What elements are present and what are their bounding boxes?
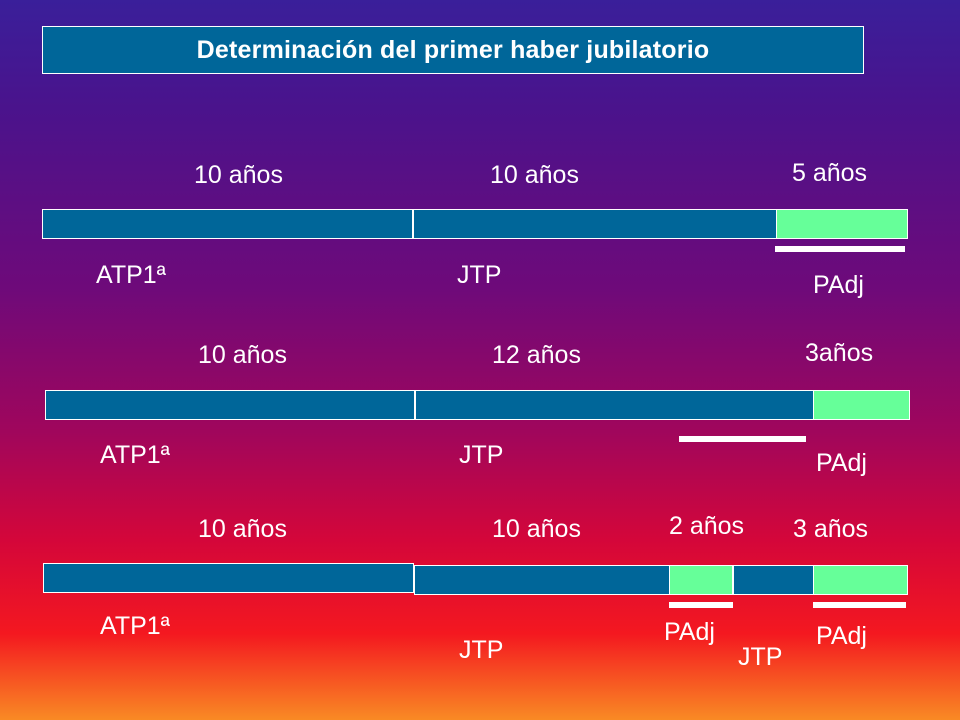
category-label: JTP (738, 643, 783, 671)
duration-label: 10 años (198, 341, 287, 369)
category-label: ATP1ª (96, 261, 166, 289)
category-label: JTP (459, 636, 504, 664)
duration-label: 2 años (669, 512, 745, 540)
duration-label: 10 años (492, 515, 581, 543)
category-label: PAdj (813, 271, 864, 299)
category-label: JTP (459, 441, 504, 469)
bar-segment-adjustment (813, 565, 908, 595)
bar-segment-adjustment (813, 390, 910, 420)
adjustment-underline (813, 602, 906, 608)
adjustment-underline (775, 246, 905, 252)
category-label: PAdj (664, 618, 715, 646)
category-label: PAdj (816, 449, 867, 477)
duration-label: 5 años (792, 159, 868, 187)
duration-label: 3años (805, 339, 874, 367)
duration-label: 3 años (793, 515, 869, 543)
duration-label: 10 años (194, 161, 283, 189)
adjustment-underline (679, 436, 806, 442)
adjustment-underline (669, 602, 733, 608)
duration-label: 10 años (490, 161, 579, 189)
bar-segment-adjustment (776, 209, 908, 239)
bar-segment-adjustment (669, 565, 733, 595)
bar-segment-jtp (415, 390, 815, 420)
category-label: PAdj (816, 622, 867, 650)
category-label: ATP1ª (100, 441, 170, 469)
bar-segment-jtp (413, 209, 777, 239)
duration-label: 10 años (198, 515, 287, 543)
bar-segment-atp (43, 563, 414, 593)
category-label: ATP1ª (100, 612, 170, 640)
bar-segment-jtp (733, 565, 814, 595)
bar-segment-atp (42, 209, 413, 239)
bar-segment-atp (45, 390, 415, 420)
category-label: JTP (457, 261, 502, 289)
duration-label: 12 años (492, 341, 581, 369)
bar-segment-jtp (414, 565, 670, 595)
slide-title: Determinación del primer haber jubilator… (42, 26, 864, 74)
